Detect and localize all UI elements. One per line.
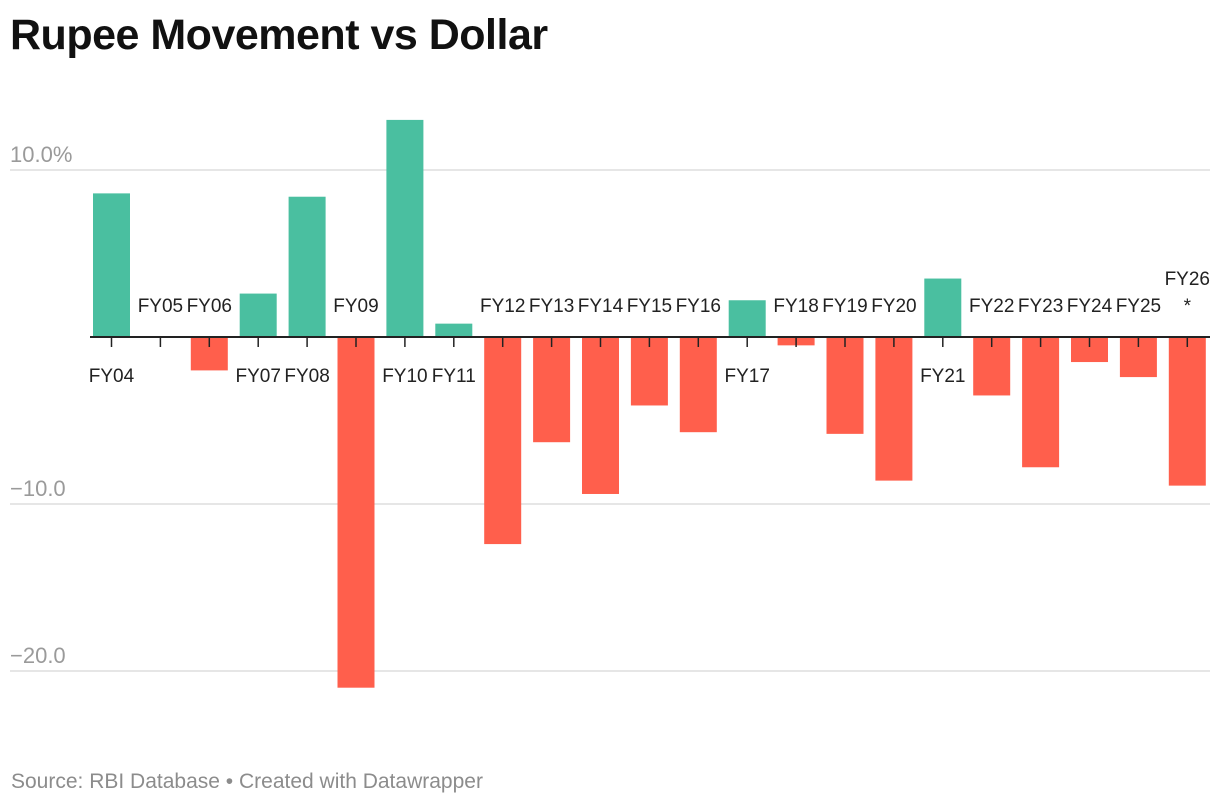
- y-tick-label: −10.0: [10, 476, 66, 501]
- category-label-fy15: FY15: [627, 296, 672, 317]
- bar-fy10[interactable]: [386, 119, 424, 338]
- bar-fy12[interactable]: [484, 337, 522, 545]
- category-label-fy05: FY05: [138, 296, 183, 317]
- category-label-fy09: FY09: [333, 296, 378, 317]
- source-note: Source: RBI Database: [11, 770, 220, 793]
- bar-fy26[interactable]: [1168, 337, 1206, 486]
- category-label-fy17: FY17: [724, 366, 769, 387]
- credit-link[interactable]: Created with Datawrapper: [238, 770, 483, 793]
- bars: [93, 119, 1206, 688]
- bar-fy19[interactable]: [826, 337, 864, 434]
- category-label-fy12: FY12: [480, 296, 525, 317]
- bar-fy16[interactable]: [679, 337, 717, 433]
- bar-fy04[interactable]: [93, 193, 130, 337]
- category-label-fy14: FY14: [578, 296, 624, 317]
- x-axis: [90, 336, 1210, 347]
- y-tick-label: −20.0: [10, 643, 66, 668]
- chart-title: Rupee Movement vs Dollar: [10, 11, 548, 59]
- category-label-fy19: FY19: [822, 296, 867, 317]
- category-label-fy23: FY23: [1018, 296, 1063, 317]
- chart-footer: Source: RBI Database • Created with Data…: [11, 770, 483, 794]
- bar-fy09[interactable]: [337, 337, 375, 688]
- category-label-fy11: FY11: [432, 366, 476, 387]
- category-labels: FY04 FY05 FY06 FY07 FY08 FY09 FY10 FY11 FY12 FY13…: [89, 269, 1210, 387]
- category-label-fy04: FY04: [89, 366, 135, 387]
- bar-fy21[interactable]: [924, 278, 962, 337]
- bar-fy23[interactable]: [1022, 337, 1060, 468]
- bar-fy11[interactable]: [435, 323, 473, 337]
- category-label-fy18: FY18: [773, 296, 818, 317]
- footer-separator: •: [219, 770, 239, 793]
- gridlines: 10.0% −10.0 −20.0: [10, 142, 1210, 672]
- category-label-fy26: FY26 *: [1165, 269, 1210, 317]
- category-label-fy16: FY16: [676, 296, 721, 317]
- category-label-fy21: FY21: [920, 366, 965, 387]
- category-label-fy06: FY06: [187, 296, 232, 317]
- bar-fy17[interactable]: [728, 300, 766, 337]
- category-label-fy13: FY13: [529, 296, 574, 317]
- bar-fy15[interactable]: [630, 337, 668, 406]
- category-label-fy22: FY22: [969, 296, 1014, 317]
- bar-fy14[interactable]: [582, 337, 619, 494]
- category-label-fy25: FY25: [1116, 296, 1161, 317]
- bar-fy13[interactable]: [533, 337, 571, 443]
- bar-chart: 10.0% −10.0 −20.0 FY04 FY05 FY06 FY07 FY08 FY09…: [10, 119, 1210, 688]
- category-label-fy20: FY20: [871, 296, 916, 317]
- bar-fy07[interactable]: [239, 293, 277, 337]
- category-label-fy08: FY08: [284, 366, 329, 387]
- y-tick-label: 10.0%: [10, 142, 72, 167]
- category-label-fy07: FY07: [235, 366, 280, 387]
- bar-fy08[interactable]: [288, 196, 326, 337]
- category-label-fy10: FY10: [382, 366, 427, 387]
- category-label-fy24: FY24: [1067, 296, 1113, 317]
- bar-fy20[interactable]: [875, 337, 913, 481]
